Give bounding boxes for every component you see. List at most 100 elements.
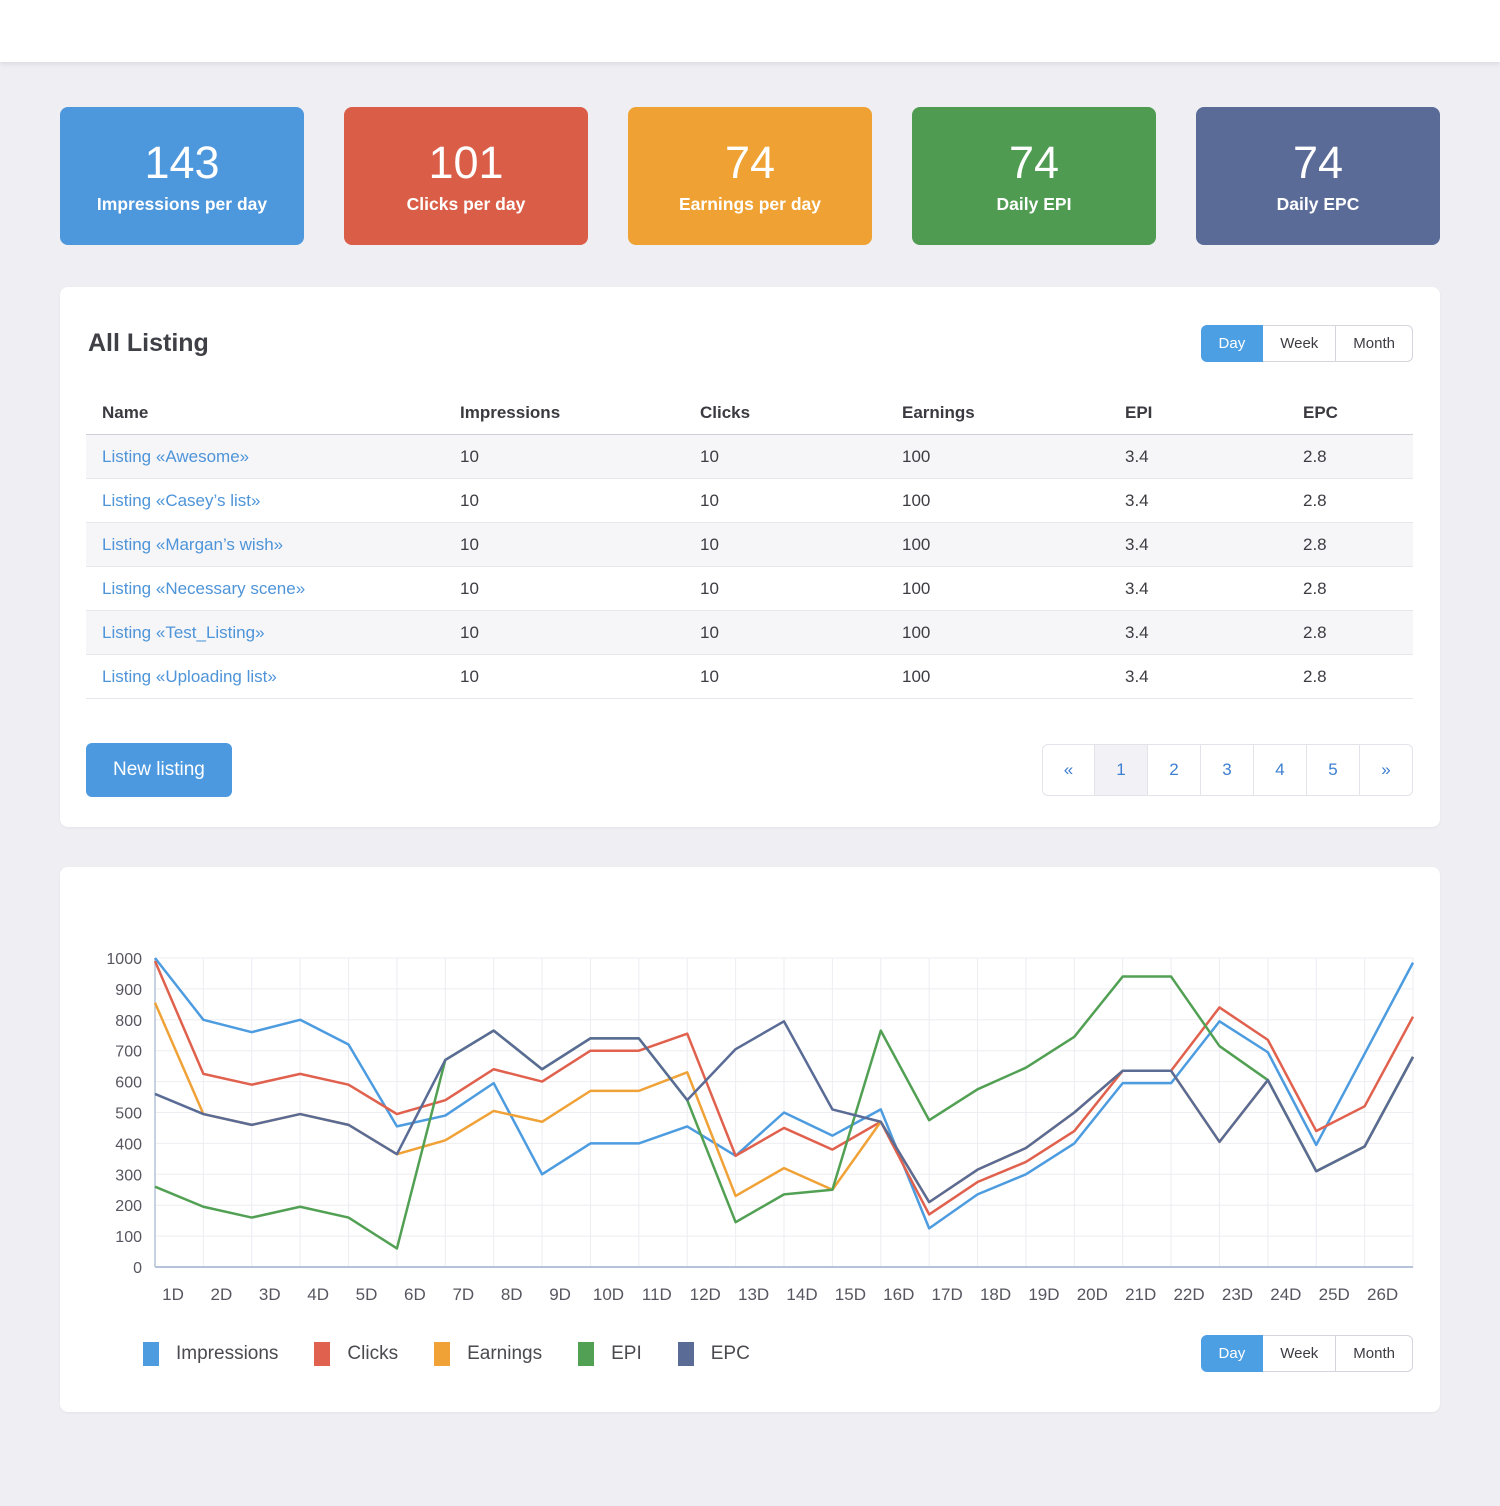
page-3[interactable]: 3 — [1201, 744, 1254, 796]
stat-card-daily-epi: 74 Daily EPI — [912, 107, 1156, 245]
table-row: Listing «Awesome» 10 10 100 3.4 2.8 — [86, 435, 1413, 479]
cell-impressions: 10 — [460, 490, 479, 510]
page-next[interactable]: » — [1360, 744, 1413, 796]
legend-epi[interactable]: EPI — [578, 1341, 642, 1366]
stat-value: 101 — [428, 136, 504, 188]
listing-link[interactable]: Listing «Casey’s list» — [102, 490, 261, 510]
table-row: Listing «Margan’s wish» 10 10 100 3.4 2.8 — [86, 523, 1413, 567]
page-5[interactable]: 5 — [1307, 744, 1360, 796]
stats-row: 143 Impressions per day 101 Clicks per day 7… — [60, 107, 1440, 245]
cell-epi: 3.4 — [1125, 490, 1149, 510]
earnings-swatch-icon — [434, 1341, 451, 1366]
dashboard-page: 1 43 Impressions per day 101 Clicks per day 7… — [60, 107, 1440, 1412]
page-1[interactable]: 1 — [1095, 744, 1148, 796]
series-impressions — [154, 957, 1415, 1230]
legend-label: Earnings — [467, 1342, 543, 1364]
cell-name: Listing «Test_Listing» — [86, 623, 460, 643]
svg-text:16D: 16D — [883, 1285, 914, 1304]
chart-footer: Impressions Clicks Earnings EPI EPC Day Week M… — [60, 1335, 1440, 1372]
svg-text:9D: 9D — [549, 1285, 571, 1304]
cell-clicks: 10 — [700, 622, 719, 642]
legend-earnings[interactable]: Earnings — [434, 1341, 543, 1366]
legend-epc[interactable]: EPC — [677, 1341, 750, 1366]
cell-name: Listing «Margan’s wish» — [86, 535, 460, 555]
toggle-top-week[interactable]: Week — [1263, 324, 1337, 362]
column-header-earnings: Earnings — [902, 402, 975, 422]
legend-impressions[interactable]: Impressions — [143, 1341, 278, 1366]
svg-text:200: 200 — [115, 1198, 142, 1215]
listing-link[interactable]: Listing «Uploading list» — [102, 666, 277, 686]
legend-label: Clicks — [347, 1342, 399, 1364]
cell-earnings: 100 — [902, 446, 931, 466]
toggle-bottom-week[interactable]: Week — [1263, 1335, 1337, 1372]
svg-text:12D: 12D — [690, 1285, 721, 1304]
toggle-top-month[interactable]: Month — [1336, 324, 1413, 362]
table-row: Listing «Uploading list» 10 10 100 3.4 2.8 — [86, 655, 1413, 699]
svg-text:1D: 1D — [162, 1285, 184, 1304]
pagination: «1 2 3 4 5» — [1042, 744, 1413, 796]
epc-swatch-icon — [677, 1341, 694, 1366]
listing-table: Name Impressions Clicks Earnings EPI EPC Listi… — [86, 391, 1413, 699]
cell-epi: 3.4 — [1125, 622, 1149, 642]
listing-link[interactable]: Listing «Margan’s wish» — [102, 534, 284, 554]
toggle-top-day[interactable]: Day — [1200, 324, 1264, 362]
stat-label: Daily EPC — [1276, 194, 1360, 215]
column-header-name: Name — [102, 402, 149, 422]
top-bar — [0, 0, 1500, 62]
svg-text:0: 0 — [133, 1260, 142, 1277]
table-row: Listing «Casey’s list» 10 10 100 3.4 2.8 — [86, 479, 1413, 523]
svg-text:300: 300 — [115, 1167, 142, 1184]
svg-text:21D: 21D — [1125, 1285, 1156, 1304]
cell-clicks: 10 — [700, 534, 719, 554]
listing-link[interactable]: Listing «Test_Listing» — [102, 622, 265, 642]
column-header-epi: EPI — [1125, 402, 1153, 422]
page-2[interactable]: 2 — [1148, 744, 1201, 796]
cell-epi: 3.4 — [1125, 446, 1149, 466]
cell-impressions: 10 — [460, 534, 479, 554]
cell-earnings: 100 — [902, 490, 931, 510]
new-listing-button[interactable]: New listing — [86, 743, 232, 797]
svg-text:100: 100 — [115, 1229, 142, 1246]
cell-impressions: 10 — [460, 622, 479, 642]
svg-text:13D: 13D — [738, 1285, 769, 1304]
toggle-bottom-day[interactable]: Day — [1200, 1335, 1264, 1372]
chart-legend: Impressions Clicks Earnings EPI EPC — [143, 1341, 750, 1366]
series-epc — [154, 1020, 1415, 1204]
toggle-bottom-month[interactable]: Month — [1336, 1335, 1413, 1372]
page-4[interactable]: 4 — [1254, 744, 1307, 796]
listing-link[interactable]: Listing «Necessary scene» — [102, 578, 306, 598]
cell-epi: 3.4 — [1125, 578, 1149, 598]
period-toggle-top: Day Week Month — [1200, 324, 1413, 362]
svg-text:3D: 3D — [259, 1285, 281, 1304]
cell-clicks: 10 — [700, 490, 719, 510]
svg-text:18D: 18D — [980, 1285, 1011, 1304]
svg-text:10D: 10D — [593, 1285, 624, 1304]
cell-earnings: 100 — [902, 578, 931, 598]
legend-label: EPI — [611, 1342, 642, 1364]
series-epi — [154, 975, 1415, 1250]
listing-card: All Listing Day Week Month Name Impressions… — [60, 287, 1440, 827]
cell-name: Listing «Necessary scene» — [86, 579, 460, 599]
legend-clicks[interactable]: Clicks — [314, 1341, 399, 1366]
table-row: Listing «Test_Listing» 10 10 100 3.4 2.8 — [86, 611, 1413, 655]
stat-label: Clicks per day — [406, 194, 526, 215]
column-header-impressions: Impressions — [460, 402, 561, 422]
svg-text:22D: 22D — [1173, 1285, 1204, 1304]
stat-label: Impressions per day — [96, 194, 268, 215]
stat-value: 74 — [1292, 136, 1344, 188]
table-row: Listing «Necessary scene» 10 10 100 3.4 2.8 — [86, 567, 1413, 611]
cell-name: Listing «Awesome» — [86, 447, 460, 467]
cell-clicks: 10 — [700, 578, 719, 598]
listing-link[interactable]: Listing «Awesome» — [102, 446, 250, 466]
epi-swatch-icon — [578, 1341, 595, 1366]
svg-text:1000: 1000 — [106, 951, 142, 968]
cell-epi: 3.4 — [1125, 666, 1149, 686]
svg-text:24D: 24D — [1270, 1285, 1301, 1304]
svg-text:4D: 4D — [307, 1285, 329, 1304]
svg-text:14D: 14D — [786, 1285, 817, 1304]
svg-text:400: 400 — [115, 1136, 142, 1153]
listing-card-footer: New listing «1 2 3 4 5» — [86, 743, 1413, 797]
cell-name: Listing «Uploading list» — [86, 667, 460, 687]
cell-epc: 2.8 — [1303, 534, 1327, 554]
page-prev[interactable]: « — [1042, 744, 1095, 796]
